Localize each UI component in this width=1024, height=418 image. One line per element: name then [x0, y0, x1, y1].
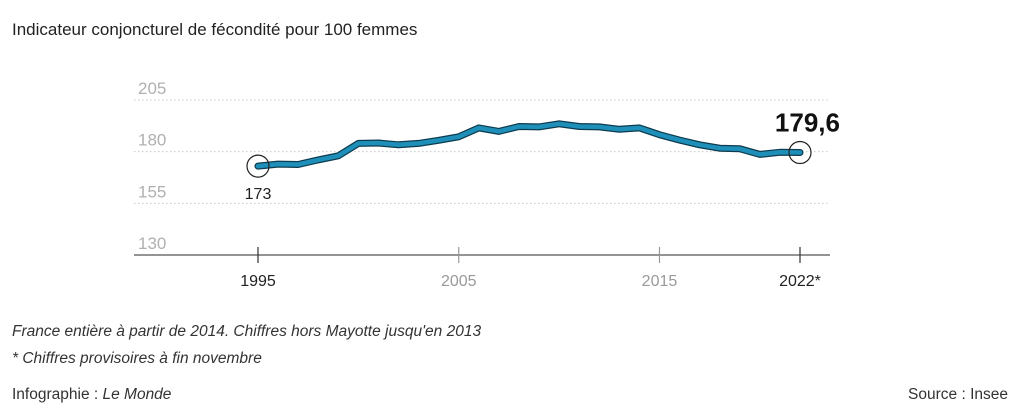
x-tick-label-2015: 2015: [642, 273, 678, 290]
series-line-outline: [254, 120, 804, 170]
credit-outlet: Le Monde: [102, 386, 172, 403]
x-tick-label-1995: 1995: [240, 273, 276, 290]
x-tick-label-2005: 2005: [441, 273, 477, 290]
y-tick-label-205: 205: [138, 79, 166, 98]
credit-prefix: Infographie :: [12, 386, 103, 403]
annotation-label-1995: 173: [245, 186, 272, 203]
annotation-circle-2022: [788, 140, 812, 165]
footnote-provisional: * Chiffres provisoires à fin novembre: [12, 350, 262, 367]
y-tick-label-130: 130: [138, 234, 166, 253]
x-tick-label-2022: 2022*: [779, 273, 821, 290]
source: Source : Insee: [908, 386, 1008, 403]
credit: Infographie : Le Monde: [12, 386, 171, 404]
footnote-scope: France entière à partir de 2014. Chiffre…: [12, 323, 482, 340]
y-tick-label-155: 155: [138, 182, 166, 201]
annotation-label-2022: 179,6: [775, 107, 840, 137]
annotation-circle-1995: [246, 154, 270, 178]
y-tick-label-180: 180: [138, 131, 166, 150]
series-line: [255, 121, 803, 169]
chart-title: Indicateur conjoncturel de fécondité pou…: [12, 20, 418, 39]
